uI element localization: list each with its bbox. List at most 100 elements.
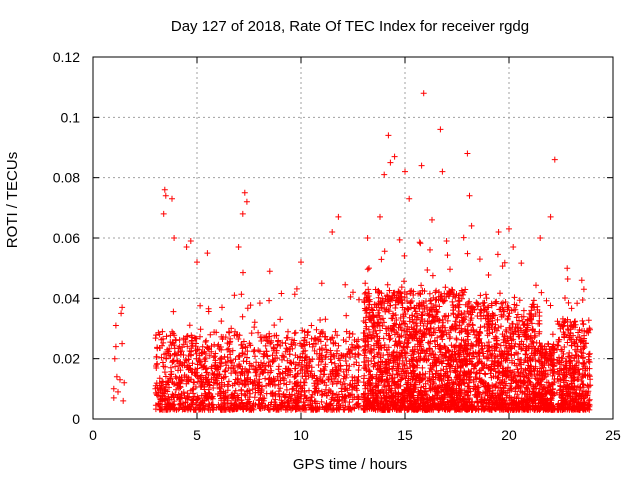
data-point — [242, 343, 249, 350]
data-point — [161, 369, 168, 376]
data-point — [247, 302, 254, 309]
data-point — [239, 399, 246, 406]
data-point — [283, 386, 290, 393]
data-point — [203, 337, 210, 344]
data-point — [320, 365, 327, 372]
data-point — [183, 333, 190, 340]
data-point — [245, 381, 252, 388]
data-point — [310, 340, 317, 347]
data-point — [317, 374, 324, 380]
data-point — [185, 366, 192, 373]
data-point — [226, 341, 233, 348]
data-point — [256, 376, 263, 383]
data-point — [266, 333, 273, 340]
data-point — [265, 402, 272, 409]
data-point — [289, 385, 296, 392]
data-point — [292, 396, 299, 403]
data-point — [171, 351, 178, 358]
data-point — [313, 326, 320, 333]
data-point — [170, 358, 177, 365]
data-point — [256, 300, 263, 307]
data-point — [355, 343, 362, 350]
x-tick-label: 25 — [605, 427, 621, 443]
data-point — [329, 381, 336, 387]
data-point — [225, 406, 232, 412]
data-point — [299, 343, 306, 350]
data-point — [327, 356, 334, 363]
data-point — [338, 352, 345, 358]
data-point — [274, 373, 281, 380]
data-point — [286, 404, 293, 411]
data-point — [208, 348, 215, 355]
data-point — [355, 404, 362, 411]
data-point — [346, 363, 353, 370]
data-point — [344, 385, 350, 392]
y-tick-label: 0.12 — [53, 49, 80, 65]
data-point — [268, 399, 275, 406]
data-point — [311, 347, 318, 354]
data-point — [160, 339, 167, 346]
data-point — [181, 372, 188, 379]
data-point — [182, 339, 189, 345]
data-point — [189, 360, 196, 367]
data-point — [343, 338, 349, 345]
data-point — [218, 318, 225, 325]
data-point — [346, 392, 353, 399]
data-point — [154, 360, 161, 367]
data-point — [303, 359, 310, 366]
data-point — [175, 367, 181, 374]
data-point — [318, 378, 325, 385]
data-point — [244, 376, 250, 383]
data-point — [231, 401, 238, 408]
data-point — [354, 343, 361, 349]
data-point — [240, 338, 247, 345]
data-point — [336, 406, 343, 413]
data-point — [172, 336, 179, 343]
data-point — [256, 405, 263, 412]
data-point — [298, 361, 305, 368]
data-point — [234, 392, 241, 399]
data-point — [342, 281, 349, 288]
data-point — [279, 374, 286, 381]
data-point — [343, 312, 350, 319]
data-point — [349, 396, 356, 403]
data-point — [294, 382, 301, 389]
data-point — [165, 393, 172, 400]
data-point — [231, 380, 238, 387]
data-point — [232, 405, 239, 412]
data-point — [294, 395, 301, 401]
data-point — [155, 400, 162, 407]
data-point — [319, 391, 326, 398]
data-point — [315, 362, 322, 368]
data-point — [289, 345, 296, 352]
data-point — [210, 374, 217, 381]
data-point — [208, 343, 215, 350]
data-point — [354, 387, 360, 394]
data-point — [164, 381, 170, 388]
data-point — [314, 377, 321, 384]
data-point — [251, 394, 258, 401]
data-point — [197, 405, 204, 412]
data-point — [159, 328, 166, 335]
data-point — [288, 341, 295, 348]
data-point — [336, 396, 343, 403]
data-point — [327, 388, 334, 395]
data-point — [330, 340, 337, 347]
data-point — [267, 406, 273, 413]
data-point — [200, 364, 207, 371]
data-point — [205, 406, 212, 413]
data-point — [250, 406, 257, 413]
data-point — [335, 363, 342, 370]
data-point — [155, 392, 162, 399]
data-point — [168, 371, 175, 378]
data-point — [301, 334, 308, 341]
data-point — [270, 358, 277, 365]
data-point — [335, 397, 342, 404]
data-point — [317, 317, 324, 323]
data-point — [266, 297, 273, 304]
data-point — [327, 402, 333, 409]
data-point — [162, 363, 169, 370]
data-point — [211, 329, 218, 336]
